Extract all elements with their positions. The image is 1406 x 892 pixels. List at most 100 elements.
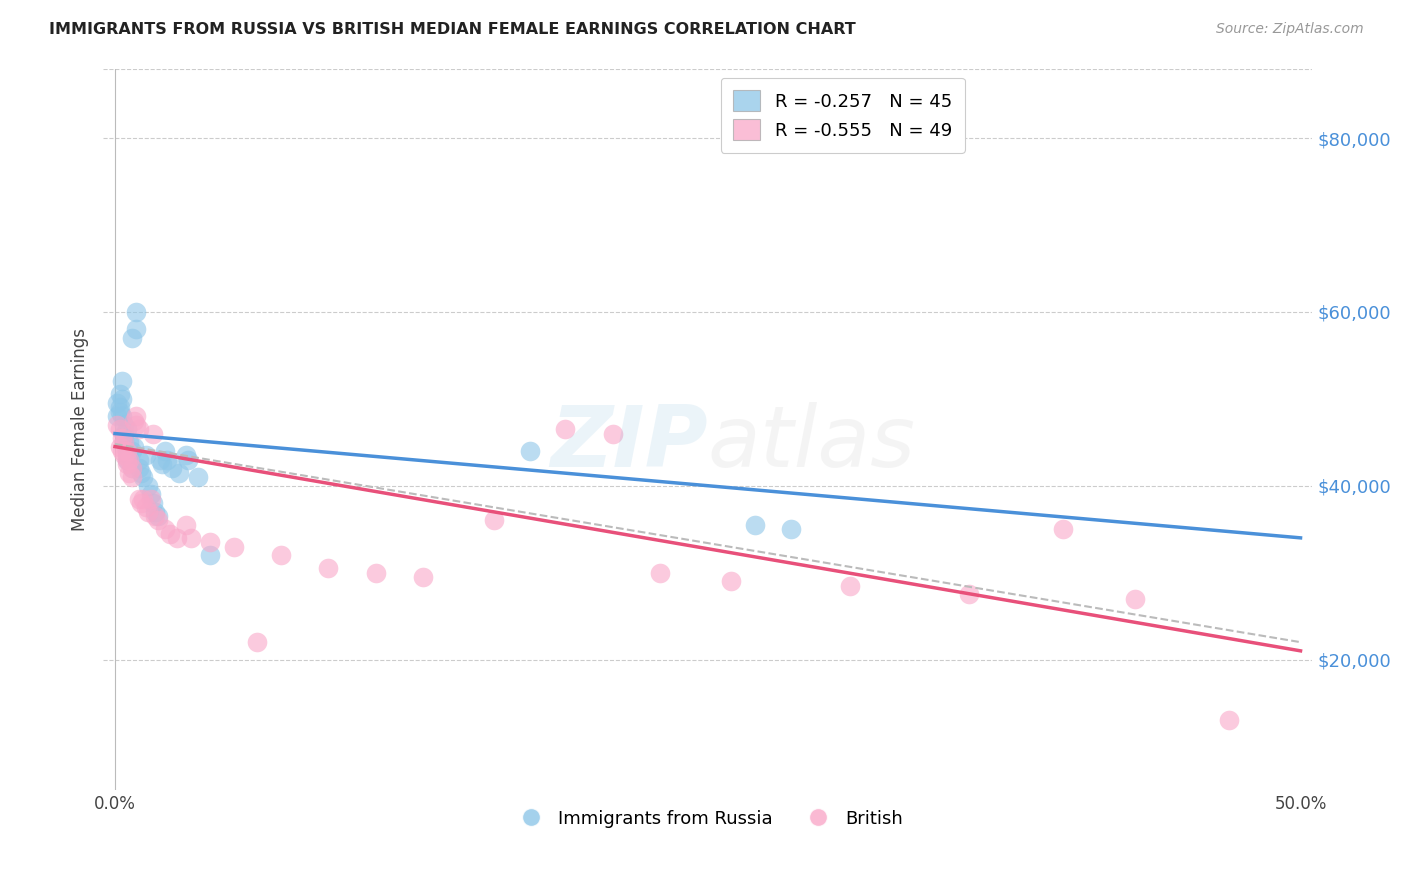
Point (136, 479, 159, 493)
Point (122, 440, 145, 454)
Point (143, 505, 166, 519)
Point (114, 448, 136, 462)
Point (125, 409, 148, 424)
Point (270, 548, 292, 562)
Point (115, 444, 138, 458)
Point (125, 417, 148, 432)
Point (118, 452, 141, 467)
Point (484, 513, 506, 527)
Point (115, 422, 138, 436)
Point (519, 444, 541, 458)
Point (121, 444, 143, 458)
Point (839, 579, 862, 593)
Point (187, 470, 209, 484)
Point (129, 496, 152, 510)
Point (174, 448, 197, 462)
Point (108, 440, 131, 454)
Point (135, 500, 157, 515)
Text: Source: ZipAtlas.com: Source: ZipAtlas.com (1216, 22, 1364, 37)
Point (744, 517, 766, 532)
Point (114, 435, 136, 450)
Point (1052, 522, 1074, 536)
Point (115, 452, 138, 467)
Point (121, 470, 143, 484)
Point (318, 561, 340, 575)
Point (125, 305, 148, 319)
Point (111, 392, 134, 406)
Point (115, 444, 138, 458)
Point (167, 466, 190, 480)
Point (118, 466, 141, 480)
Point (146, 509, 169, 524)
Point (174, 517, 197, 532)
Point (136, 505, 159, 519)
Point (129, 466, 152, 480)
Y-axis label: Median Female Earnings: Median Female Earnings (72, 327, 89, 531)
Point (128, 452, 150, 467)
Point (222, 540, 245, 554)
Legend: Immigrants from Russia, British: Immigrants from Russia, British (506, 803, 910, 835)
Point (166, 531, 188, 545)
Point (180, 531, 202, 545)
Point (198, 535, 221, 549)
Point (128, 422, 150, 436)
Point (156, 452, 179, 467)
Point (108, 387, 131, 401)
Text: IMMIGRANTS FROM RUSSIA VS BRITISH MEDIAN FEMALE EARNINGS CORRELATION CHART: IMMIGRANTS FROM RUSSIA VS BRITISH MEDIAN… (49, 22, 856, 37)
Point (128, 461, 150, 475)
Point (142, 426, 165, 441)
Point (198, 548, 221, 562)
Point (142, 496, 165, 510)
Point (114, 426, 136, 441)
Point (114, 435, 136, 450)
Point (128, 491, 150, 506)
Point (111, 409, 134, 424)
Point (132, 491, 155, 506)
Point (108, 422, 131, 436)
Point (139, 491, 162, 506)
Point (160, 461, 183, 475)
Point (159, 526, 181, 541)
Text: ZIP: ZIP (550, 402, 707, 485)
Point (364, 566, 387, 580)
Point (135, 448, 157, 462)
Point (412, 570, 434, 584)
Point (122, 413, 145, 427)
Text: atlas: atlas (707, 402, 915, 485)
Point (153, 444, 176, 458)
Point (121, 331, 143, 345)
Point (139, 487, 162, 501)
Point (108, 405, 131, 419)
Point (105, 417, 128, 432)
Point (1218, 714, 1240, 728)
Point (111, 431, 134, 445)
Point (650, 566, 672, 580)
Point (177, 452, 200, 467)
Point (118, 435, 141, 450)
Point (143, 509, 166, 524)
Point (108, 401, 131, 415)
Point (554, 422, 576, 436)
Point (115, 457, 138, 471)
Point (149, 452, 172, 467)
Point (146, 513, 169, 527)
Point (957, 587, 980, 601)
Point (602, 426, 624, 441)
Point (105, 409, 128, 424)
Point (779, 522, 801, 536)
Point (118, 448, 141, 462)
Point (121, 461, 143, 475)
Point (246, 635, 269, 649)
Point (105, 396, 128, 410)
Point (1123, 591, 1146, 606)
Point (720, 574, 742, 589)
Point (153, 522, 176, 536)
Point (125, 322, 148, 336)
Point (121, 461, 143, 475)
Point (111, 375, 134, 389)
Point (132, 470, 155, 484)
Point (152, 457, 174, 471)
Point (115, 452, 138, 467)
Point (114, 417, 136, 432)
Point (111, 444, 134, 458)
